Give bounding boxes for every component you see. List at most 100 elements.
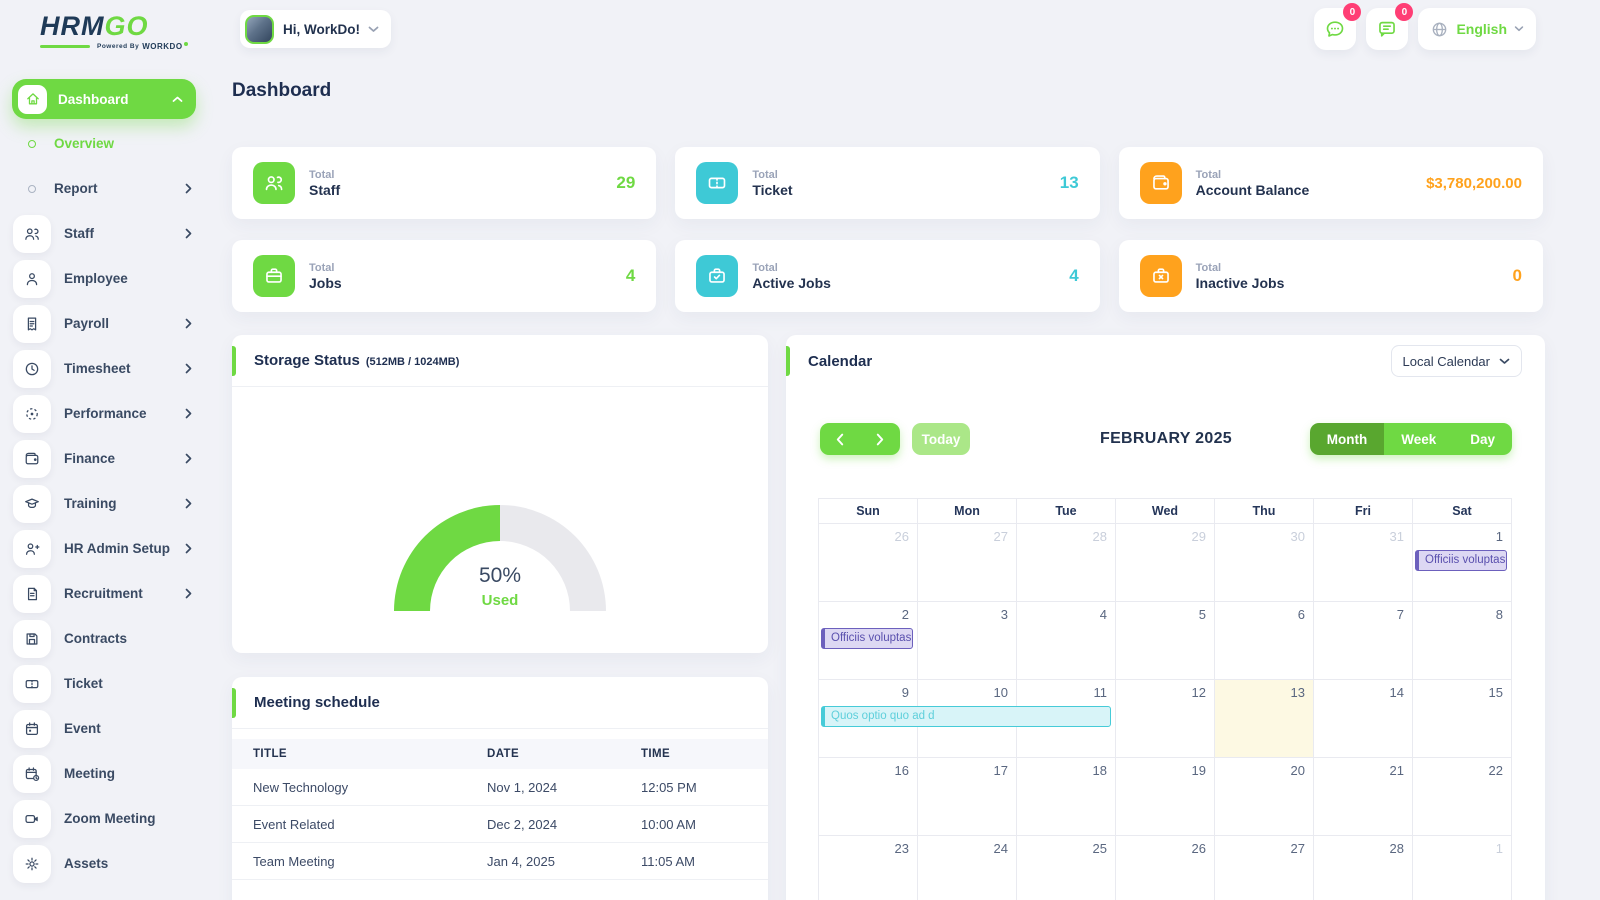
- sidebar-item-employee[interactable]: Employee: [0, 256, 208, 301]
- view-day-button[interactable]: Day: [1453, 423, 1512, 455]
- sidebar-item-performance[interactable]: Performance: [0, 391, 208, 436]
- table-row[interactable]: Team Meeting Jan 4, 2025 11:05 AM: [232, 843, 768, 880]
- sidebar-item-zoom-meeting[interactable]: Zoom Meeting: [0, 796, 208, 841]
- calendar-day-cell[interactable]: 26: [1116, 836, 1215, 900]
- calendar-day-cell[interactable]: 27: [1215, 836, 1314, 900]
- sidebar-item-contracts[interactable]: Contracts: [0, 616, 208, 661]
- calendar-day-cell[interactable]: 3: [918, 602, 1017, 680]
- sidebar-item-label: Dashboard: [58, 91, 129, 107]
- user-menu[interactable]: Hi, WorkDo!: [240, 10, 391, 48]
- sidebar-item-staff[interactable]: Staff: [0, 211, 208, 256]
- calendar-day-header: Mon: [918, 499, 1017, 524]
- stat-value: 29: [616, 173, 636, 192]
- calendar-day-cell[interactable]: 7: [1314, 602, 1413, 680]
- calendar-day-cell[interactable]: 23: [819, 836, 918, 900]
- today-button[interactable]: Today: [912, 423, 970, 455]
- calendar-day-cell[interactable]: 25: [1017, 836, 1116, 900]
- stat-card-account-balance: Total Account Balance $3,780,200.00: [1118, 147, 1543, 219]
- calendar-day-cell[interactable]: 11: [1017, 680, 1116, 758]
- calendar-day-cell[interactable]: 24: [918, 836, 1017, 900]
- table-row[interactable]: Event Related Dec 2, 2024 10:00 AM: [232, 806, 768, 843]
- sidebar-item-event[interactable]: Event: [0, 706, 208, 751]
- calendar-day-cell[interactable]: 26: [819, 524, 918, 602]
- calendar-day-cell[interactable]: 1: [1413, 524, 1512, 602]
- sidebar-item-label: Performance: [64, 406, 147, 421]
- chevron-left-icon: [836, 433, 844, 445]
- calendar-event-chip[interactable]: Quos optio quo ad d: [821, 706, 1111, 727]
- calendar-source-select[interactable]: Local Calendar: [1390, 345, 1522, 377]
- logo-tagline: Powered By WORKDO: [40, 41, 188, 51]
- calendar-day-cell[interactable]: 6: [1215, 602, 1314, 680]
- sidebar-item-timesheet[interactable]: Timesheet: [0, 346, 208, 391]
- calendar-day-cell[interactable]: 22: [1413, 758, 1512, 836]
- calendar-day-cell[interactable]: 31: [1314, 524, 1413, 602]
- messages-button[interactable]: 0: [1314, 3, 1362, 50]
- calendar-day-cell[interactable]: 21: [1314, 758, 1413, 836]
- home-icon: [18, 84, 47, 114]
- calendar-card: Calendar Local Calendar Today FEBRUARY 2…: [786, 335, 1545, 900]
- calendar-day-cell[interactable]: 17: [918, 758, 1017, 836]
- sidebar-item-dashboard[interactable]: Dashboard: [12, 79, 196, 119]
- calendar-week-row: 2 3 4 5 6 7 8 Officiis voluptas c: [819, 602, 1512, 680]
- calendar-day-number: 1: [1495, 529, 1503, 544]
- sidebar-item-meeting[interactable]: Meeting: [0, 751, 208, 796]
- notifications-button[interactable]: 0: [1366, 3, 1414, 50]
- calendar-day-cell[interactable]: 12: [1116, 680, 1215, 758]
- stat-top-label: Total: [1195, 168, 1222, 181]
- calendar-event-chip[interactable]: Officiis voluptas c: [821, 628, 913, 649]
- calendar-day-number: 18: [1092, 763, 1107, 778]
- calendar-day-cell[interactable]: 28: [1017, 524, 1116, 602]
- sidebar-item-ticket[interactable]: Ticket: [0, 661, 208, 706]
- next-button[interactable]: [860, 423, 900, 455]
- stat-label: Account Balance: [1195, 181, 1310, 198]
- stat-card-staff: Total Staff 29: [232, 147, 657, 219]
- calendar-week-row: 26 27 28 29 30 31 1 Officiis voluptas d: [819, 524, 1512, 602]
- calendar-day-cell-today[interactable]: 13: [1215, 680, 1314, 758]
- language-selector[interactable]: English: [1418, 8, 1536, 50]
- sidebar-item-hr-admin-setup[interactable]: HR Admin Setup: [0, 526, 208, 571]
- calendar-day-cell[interactable]: 28: [1314, 836, 1413, 900]
- briefcase-x-icon: [1139, 255, 1182, 297]
- calendar-day-number: 11: [1093, 685, 1108, 700]
- calendar-day-cell[interactable]: 20: [1215, 758, 1314, 836]
- calendar-day-cell[interactable]: 14: [1314, 680, 1413, 758]
- prev-button[interactable]: [820, 423, 860, 455]
- sidebar-item-label: Training: [64, 496, 117, 511]
- calendar-day-cell[interactable]: 2: [819, 602, 918, 680]
- bullet-icon: [28, 184, 36, 193]
- calendar-day-cell[interactable]: 18: [1017, 758, 1116, 836]
- meeting-date: Jan 4, 2025: [487, 853, 555, 869]
- sidebar-item-payroll[interactable]: Payroll: [0, 301, 208, 346]
- sidebar-item-assets[interactable]: Assets: [0, 841, 208, 886]
- table-row[interactable]: New Technology Nov 1, 2024 12:05 PM: [232, 769, 768, 806]
- calendar-day-cell[interactable]: 19: [1116, 758, 1215, 836]
- sidebar-item-recruitment[interactable]: Recruitment: [0, 571, 208, 616]
- sidebar-item-report[interactable]: Report: [0, 166, 208, 211]
- calendar-event-chip[interactable]: Officiis voluptas d: [1415, 550, 1507, 571]
- app-logo[interactable]: HRMGO Powered By WORKDO: [40, 12, 188, 51]
- sidebar-item-overview[interactable]: Overview: [0, 121, 208, 166]
- sidebar-item-training[interactable]: Training: [0, 481, 208, 526]
- calendar-day-cell[interactable]: 29: [1116, 524, 1215, 602]
- calendar-day-cell[interactable]: 1: [1413, 836, 1512, 900]
- calendar-day-number: 19: [1191, 763, 1206, 778]
- calendar-day-cell[interactable]: 8: [1413, 602, 1512, 680]
- stat-label: Ticket: [752, 181, 793, 198]
- calendar-day-cell[interactable]: 27: [918, 524, 1017, 602]
- brand-dot: [183, 41, 188, 46]
- calendar-day-cell[interactable]: 4: [1017, 602, 1116, 680]
- sidebar-item-label: Event: [64, 721, 101, 736]
- calendar-nav: [820, 423, 900, 455]
- sidebar-item-finance[interactable]: Finance: [0, 436, 208, 481]
- calendar-day-cell[interactable]: 5: [1116, 602, 1215, 680]
- view-week-button[interactable]: Week: [1384, 423, 1454, 455]
- calendar-card-header: Calendar: [786, 335, 1545, 387]
- calendar-day-cell[interactable]: 15: [1413, 680, 1512, 758]
- calendar-day-number: 26: [894, 529, 909, 544]
- page-title: Dashboard: [232, 80, 332, 101]
- storage-percent: 50%: [478, 564, 522, 587]
- view-month-button[interactable]: Month: [1309, 423, 1385, 455]
- calendar-day-cell[interactable]: 16: [819, 758, 918, 836]
- sidebar-item-label: Report: [54, 181, 98, 196]
- calendar-day-cell[interactable]: 30: [1215, 524, 1314, 602]
